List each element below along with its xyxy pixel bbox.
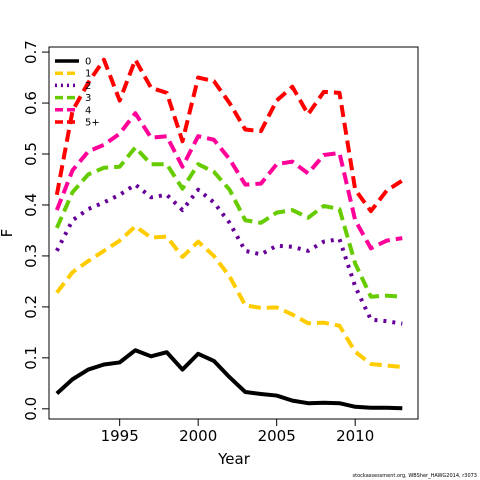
x-tick-label: 2010: [336, 427, 374, 445]
x-tick-label: 1995: [101, 427, 139, 445]
series-line-4: [54, 111, 403, 251]
x-tick-label: 2005: [258, 427, 296, 445]
legend-label: 0: [85, 57, 91, 68]
series-layer: [54, 57, 404, 411]
legend-label: 4: [85, 105, 91, 116]
legend-label: 2: [85, 81, 91, 92]
series-line-0: [55, 348, 403, 411]
x-axis-title: Year: [217, 450, 251, 468]
series-line-5plus: [54, 57, 404, 214]
series-line-3: [55, 145, 403, 299]
y-tick-label: 0.4: [22, 193, 40, 217]
y-tick-label: 0.6: [22, 91, 40, 115]
y-tick-label: 0.3: [22, 244, 40, 268]
y-tick-label: 0.7: [22, 40, 40, 64]
x-axis: 1995 2000 2005 2010: [101, 419, 374, 445]
y-axis-title: F: [0, 229, 16, 238]
y-axis: 0.0 0.1 0.2 0.3 0.4 0.5 0.6 0.7: [22, 40, 49, 421]
y-tick-label: 0.5: [22, 142, 40, 166]
legend-label: 5+: [85, 118, 100, 129]
y-tick-label: 0.0: [22, 397, 40, 421]
credit-text: stockassessment.org, WBSher_HAWG2014, r3…: [353, 473, 477, 479]
y-tick-label: 0.1: [22, 346, 40, 370]
y-tick-label: 0.2: [22, 295, 40, 319]
series-line-1: [55, 224, 403, 370]
plot-frame: [48, 46, 419, 420]
legend-label: 3: [85, 93, 91, 104]
x-tick-label: 2000: [179, 427, 217, 445]
legend-label: 1: [85, 69, 91, 80]
series-line-2: [55, 182, 403, 326]
